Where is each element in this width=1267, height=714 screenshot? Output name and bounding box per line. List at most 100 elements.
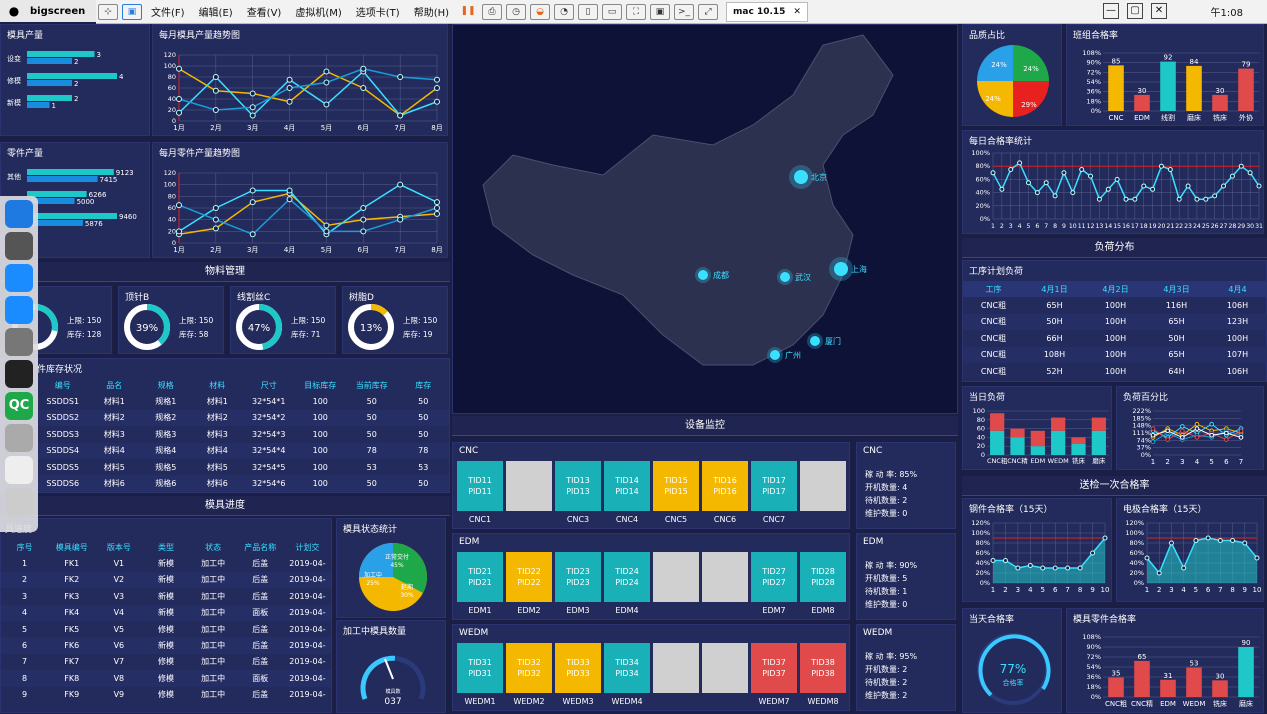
unity-icon[interactable]: ▣ <box>650 3 671 20</box>
snapshot-restore-icon[interactable]: ◒ <box>530 3 551 20</box>
table-header[interactable]: 库存 <box>415 380 432 390</box>
machine-tile[interactable]: TID32 PID32 <box>506 643 552 693</box>
table-row[interactable]: CNC粗 52H 100H 64H 106H <box>963 363 1267 379</box>
city-dot[interactable] <box>770 350 780 360</box>
table-header[interactable]: 版本号 <box>106 542 131 552</box>
table-row[interactable]: SSDDS3 材料3 规格3 材料3 32*54*3 100 50 50 <box>37 426 449 442</box>
thumbnail-view-icon[interactable]: ▭ <box>602 3 623 20</box>
menu-tabs[interactable]: 选项卡(T) <box>355 8 400 19</box>
city-dot[interactable] <box>810 336 820 346</box>
table-header[interactable]: 规格 <box>157 380 174 390</box>
machine-tile[interactable]: TID16 PID16 <box>702 461 748 511</box>
snapshot-manager-icon[interactable]: ◔ <box>554 3 575 20</box>
machine-tile[interactable]: TID23 PID23 <box>555 552 601 602</box>
machine-tile[interactable]: TID21 PID21 <box>457 552 503 602</box>
launchpad-icon[interactable] <box>5 232 33 260</box>
table-row[interactable]: SSDDS4 材料4 规格4 材料4 32*54*4 100 78 78 <box>37 442 449 459</box>
close-icon[interactable]: ✕ <box>793 6 801 17</box>
table-header[interactable]: 当前库存 <box>355 380 388 390</box>
table-row[interactable]: CNC粗 108H 100H 65H 107H <box>963 346 1267 363</box>
machine-tile[interactable]: TID31 PID31 <box>457 643 503 693</box>
text-editor-icon[interactable] <box>5 424 33 452</box>
table-header[interactable]: 品名 <box>106 380 123 390</box>
table-header[interactable]: 计划交 <box>295 542 320 552</box>
settings-icon[interactable] <box>5 328 33 356</box>
city-dot[interactable] <box>698 270 708 280</box>
machine-tile[interactable]: TID37 PID37 <box>751 643 797 693</box>
trash-icon[interactable] <box>5 488 33 516</box>
city-dot[interactable] <box>780 272 790 282</box>
machine-tile[interactable] <box>702 643 748 693</box>
menu-file[interactable]: 文件(F) <box>151 8 185 19</box>
table-row[interactable]: 9 FK9 V9 修模 加工中 后盖 2019-04- <box>1 687 331 703</box>
table-header[interactable]: 4月2日 <box>1102 284 1129 294</box>
table-row[interactable]: 1 FK1 V1 新模 加工中 后盖 2019-04- <box>1 555 331 571</box>
app-store-icon[interactable] <box>5 296 33 324</box>
menu-view[interactable]: 查看(V) <box>246 8 282 19</box>
minimize-icon[interactable]: — <box>1103 3 1119 19</box>
table-header[interactable]: 尺寸 <box>260 380 277 390</box>
fullscreen-icon[interactable]: ⛶ <box>626 3 647 20</box>
city-dot[interactable] <box>794 170 808 184</box>
machine-tile[interactable] <box>800 461 846 511</box>
table-row[interactable]: SSDDS1 材料1 规格1 材料1 32*54*1 100 50 50 <box>37 393 449 409</box>
menu-edit[interactable]: 编辑(E) <box>198 8 233 19</box>
machine-tile[interactable]: TID15 PID15 <box>653 461 699 511</box>
table-header[interactable]: 产品名称 <box>244 542 277 552</box>
machine-tile[interactable]: TID28 PID28 <box>800 552 846 602</box>
machine-tile[interactable]: TID13 PID13 <box>555 461 601 511</box>
machine-tile[interactable]: TID38 PID38 <box>800 643 846 693</box>
machine-tile[interactable]: TID22 PID22 <box>506 552 552 602</box>
vm-tab[interactable]: mac 10.15 ✕ <box>726 1 808 22</box>
machine-tile[interactable] <box>653 643 699 693</box>
table-header[interactable]: 状态 <box>205 542 222 552</box>
table-row[interactable]: 7 FK7 V7 修模 加工中 后盖 2019-04- <box>1 654 331 670</box>
machine-tile[interactable]: TID24 PID24 <box>604 552 650 602</box>
machine-tile[interactable] <box>506 461 552 511</box>
stretch-icon[interactable]: ⤢ <box>698 3 719 20</box>
table-row[interactable]: SSDDS2 材料2 规格2 材料2 32*54*2 100 50 50 <box>37 409 449 427</box>
table-header[interactable]: 材料 <box>209 380 226 390</box>
table-row[interactable]: 4 FK4 V4 新模 加工中 面板 2019-04- <box>1 604 331 621</box>
menu-vm[interactable]: 虚拟机(M) <box>295 8 342 19</box>
table-header[interactable]: 序号 <box>16 542 33 552</box>
table-row[interactable]: 6 FK6 V6 新模 加工中 后盖 2019-04- <box>1 637 331 654</box>
table-header[interactable]: 编号 <box>54 380 71 390</box>
machine-tile[interactable]: TID17 PID17 <box>751 461 797 511</box>
table-header[interactable]: 类型 <box>157 542 174 552</box>
machine-tile[interactable] <box>702 552 748 602</box>
table-row[interactable]: CNC粗 65H 100H 116H 106H <box>963 297 1267 313</box>
table-header[interactable]: 4月3日 <box>1163 284 1190 294</box>
terminal-icon[interactable] <box>5 360 33 388</box>
table-header[interactable]: 工序 <box>985 284 1002 294</box>
machine-tile[interactable]: TID34 PID34 <box>604 643 650 693</box>
table-row[interactable]: 8 FK8 V8 修模 加工中 面板 2019-04- <box>1 670 331 687</box>
folder-icon[interactable] <box>5 456 33 484</box>
machine-tile[interactable]: TID27 PID27 <box>751 552 797 602</box>
table-header[interactable]: 4月4 <box>1228 284 1247 294</box>
table-row[interactable]: SSDDS6 材料6 规格6 材料6 32*54*6 100 50 50 <box>37 475 449 492</box>
pause-icon[interactable]: ❚❚ <box>460 5 476 16</box>
safari-icon[interactable] <box>5 264 33 292</box>
table-row[interactable]: 5 FK5 V5 修模 加工中 后盖 2019-04- <box>1 621 331 637</box>
menu-help[interactable]: 帮助(H) <box>413 8 450 19</box>
table-header[interactable]: 4月1日 <box>1041 284 1068 294</box>
machine-tile[interactable]: TID11 PID11 <box>457 461 503 511</box>
close-window-icon[interactable]: ✕ <box>1151 3 1167 19</box>
send-keys-icon[interactable]: ⎙ <box>482 3 503 20</box>
table-row[interactable]: SSDDS5 材料5 规格5 材料5 32*54*5 100 53 53 <box>37 459 449 475</box>
vm-home-icon[interactable]: ▣ <box>122 3 142 20</box>
table-row[interactable]: CNC粗 66H 100H 50H 100H <box>963 330 1267 346</box>
finder-icon[interactable] <box>5 200 33 228</box>
machine-tile[interactable]: TID33 PID33 <box>555 643 601 693</box>
app-name[interactable]: bigscreen <box>30 5 86 17</box>
table-header[interactable]: 目标库存 <box>304 380 337 390</box>
city-dot[interactable] <box>834 262 848 276</box>
machine-tile[interactable]: TID14 PID14 <box>604 461 650 511</box>
table-row[interactable]: CNC粗 50H 100H 65H 123H <box>963 313 1267 331</box>
table-header[interactable]: 模具编号 <box>55 542 88 552</box>
table-row[interactable]: 2 FK2 V2 新模 加工中 后盖 2019-04- <box>1 571 331 589</box>
qc-icon[interactable]: QC <box>5 392 33 420</box>
table-row[interactable]: 3 FK3 V3 新模 加工中 后盖 2019-04- <box>1 588 331 604</box>
machine-tile[interactable] <box>653 552 699 602</box>
